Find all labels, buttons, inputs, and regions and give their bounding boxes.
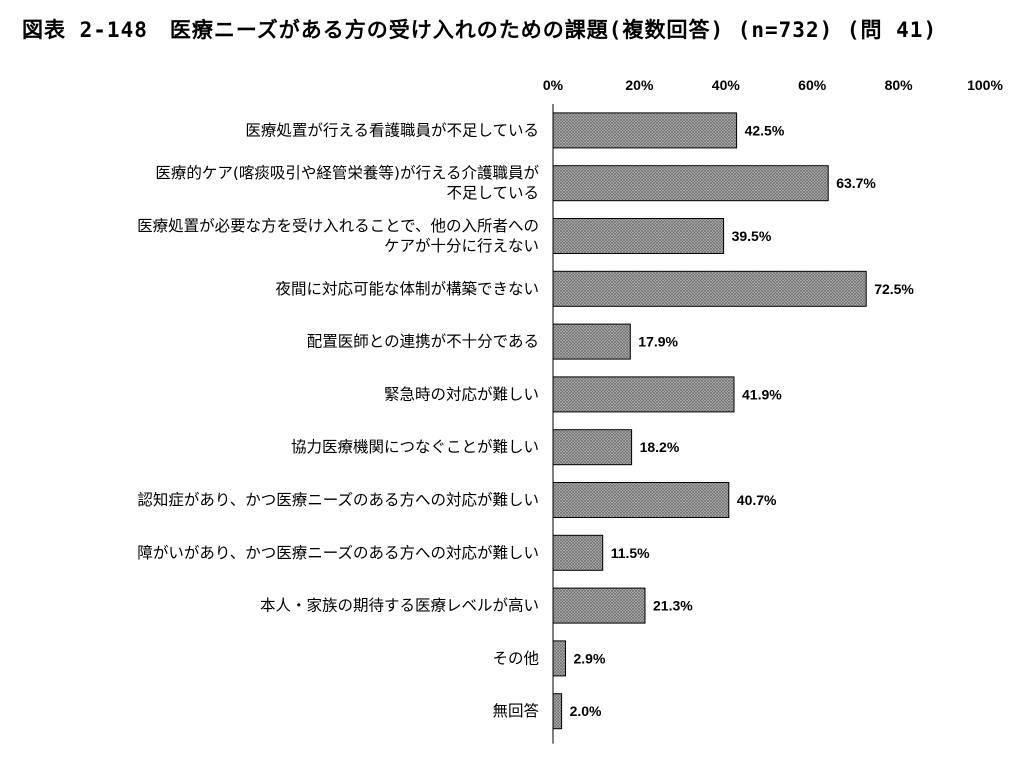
x-tick-label: 80% (885, 77, 914, 93)
bar (552, 270, 867, 307)
category-label: 認知症があり、かつ医療ニーズのある方への対応が難しい (137, 491, 539, 509)
category-label: 協力医療機関につなぐことが難しい (291, 438, 539, 456)
bar (552, 482, 730, 518)
data-label: 42.5% (745, 122, 785, 138)
x-tick-label: 40% (712, 77, 741, 93)
data-label: 39.5% (732, 228, 772, 244)
category-label: 配置医師との連携が不十分である (307, 333, 539, 351)
data-label: 11.5% (611, 545, 650, 561)
category-label: 医療処置が必要な方を受け入れることで、他の入所者への (137, 217, 539, 235)
data-label: 2.9% (574, 650, 606, 666)
x-tick-label: 100% (967, 77, 1003, 93)
category-label: 医療処置が行える看護職員が不足している (245, 121, 539, 139)
bar (552, 640, 566, 677)
bar (552, 429, 633, 466)
category-label: 緊急時の対応が難しい (384, 385, 539, 403)
bar (552, 218, 725, 254)
category-label: 本人・家族の期待する医療レベルが高い (260, 597, 539, 615)
bar (552, 376, 735, 413)
x-tick-label: 20% (625, 77, 654, 93)
bar (552, 534, 604, 571)
x-tick-label: 0% (543, 77, 564, 93)
data-label: 40.7% (737, 492, 777, 508)
bar (552, 323, 631, 360)
data-label: 2.0% (570, 703, 602, 719)
bar (552, 587, 646, 624)
category-label: 障がいがあり、かつ医療ニーズのある方への対応が難しい (137, 544, 539, 562)
bar (552, 112, 738, 149)
chart-title: 図表 2-148 医療ニーズがある方の受け入れのための課題(複数回答) (n=7… (22, 18, 938, 42)
data-label: 63.7% (836, 175, 876, 191)
bar (552, 165, 829, 202)
category-label: 不足している (446, 184, 539, 202)
bar (552, 693, 563, 730)
category-label: 無回答 (492, 702, 539, 720)
category-label: 夜間に対応可能な体制が構築できない (275, 280, 539, 298)
data-label: 18.2% (640, 439, 680, 455)
x-tick-label: 60% (798, 77, 827, 93)
data-label: 41.9% (742, 386, 782, 402)
data-label: 21.3% (653, 598, 693, 614)
data-label: 17.9% (638, 334, 678, 350)
category-label: 医療的ケア(喀痰吸引や経管栄養等)が行える介護職員が (155, 164, 539, 182)
category-label: その他 (492, 649, 539, 667)
category-label: ケアが十分に行えない (384, 237, 539, 255)
data-label: 72.5% (874, 281, 914, 297)
